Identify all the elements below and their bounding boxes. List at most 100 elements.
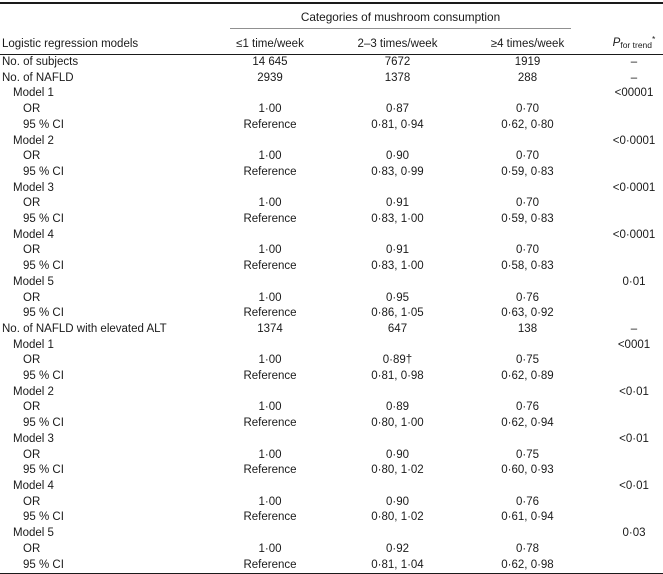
table-row: 95 % CI Reference 0·83, 1·00 0·58, 0·83 — [0, 259, 663, 275]
col-header-2-3-times-week: 2–3 times/week — [335, 29, 460, 55]
value-cell-2-3-times-week: 0·83, 1·00 — [371, 213, 424, 226]
value-cell-2-3-times-week — [335, 86, 460, 102]
value-cell-ge4-times-week: 0·76 — [515, 495, 540, 508]
value-cell-le1-time-week — [205, 338, 335, 354]
value-cell-2-3-times-week: 7672 — [384, 56, 411, 68]
spanner-title: Categories of mushroom consumption — [230, 10, 571, 29]
row-label: OR — [23, 197, 41, 210]
value-cell-ge4-times-week: 0·59, 0·83 — [501, 213, 554, 226]
p-for-trend-cell — [595, 306, 663, 322]
row-label: OR — [23, 401, 41, 414]
value-cell-ge4-times-week: 0·63, 0·92 — [501, 307, 554, 320]
value-cell-2-3-times-week: 0·83, 0·99 — [371, 165, 424, 178]
col-header-ge4-times-week: ≥4 times/week — [460, 29, 595, 55]
value-cell-ge4-times-week — [460, 181, 595, 197]
table-row: 95 % CI Reference 0·83, 0·99 0·59, 0·83 — [0, 165, 663, 181]
p-for-trend-cell — [595, 243, 663, 259]
row-label: 95 % CI — [23, 464, 64, 477]
value-cell-ge4-times-week: 0·70 — [515, 103, 540, 116]
p-subscript: for trend — [620, 40, 652, 50]
value-cell-2-3-times-week — [335, 385, 460, 401]
value-cell-2-3-times-week — [335, 228, 460, 244]
value-cell-2-3-times-week — [335, 479, 460, 495]
table-row: No. of subjects 14 645 7672 1919 – — [0, 55, 663, 71]
value-cell-ge4-times-week: 288 — [517, 71, 538, 84]
value-cell-ge4-times-week: 0·75 — [515, 448, 540, 461]
value-cell-le1-time-week: Reference — [243, 370, 297, 383]
value-cell-ge4-times-week: 0·76 — [515, 291, 540, 304]
value-cell-le1-time-week: Reference — [243, 213, 297, 226]
table-row: OR 1·00 0·91 0·70 — [0, 196, 663, 212]
p-for-trend-cell: <00001 — [614, 87, 654, 100]
p-for-trend-cell — [595, 369, 663, 385]
table-row: 95 % CI Reference 0·83, 1·00 0·59, 0·83 — [0, 212, 663, 228]
table-row: 95 % CI Reference 0·80, 1·02 0·61, 0·94 — [0, 510, 663, 526]
value-cell-2-3-times-week: 0·87 — [385, 103, 410, 116]
value-cell-ge4-times-week: 0·70 — [515, 150, 540, 163]
table-row: OR 1·00 0·91 0·70 — [0, 243, 663, 259]
value-cell-le1-time-week: 1·00 — [258, 495, 282, 508]
table-row: OR 1·00 0·90 0·76 — [0, 495, 663, 511]
value-cell-le1-time-week — [205, 526, 335, 542]
column-header-row: Logistic regression models ≤1 time/week … — [0, 29, 663, 55]
value-cell-2-3-times-week — [335, 134, 460, 150]
p-for-trend-cell — [595, 400, 663, 416]
table-row: OR 1·00 0·92 0·78 — [0, 542, 663, 558]
value-cell-le1-time-week: Reference — [243, 558, 297, 571]
value-cell-2-3-times-week: 0·90 — [385, 150, 410, 163]
value-cell-2-3-times-week: 0·86, 1·05 — [371, 307, 424, 320]
row-label: No. of subjects — [2, 56, 79, 68]
table-row: Model 3 <0·0001 — [0, 181, 663, 197]
p-for-trend-cell: <0·0001 — [612, 181, 656, 194]
value-cell-2-3-times-week: 0·81, 0·94 — [371, 118, 424, 131]
col-header-le1-time-week: ≤1 time/week — [205, 29, 335, 55]
value-cell-2-3-times-week: 0·90 — [385, 448, 410, 461]
row-label: Model 4 — [13, 479, 54, 492]
value-cell-2-3-times-week: 0·92 — [385, 542, 410, 555]
row-label: Model 1 — [13, 87, 54, 100]
row-label: Model 5 — [13, 275, 54, 288]
value-cell-le1-time-week: 14 645 — [252, 56, 288, 68]
row-label: 95 % CI — [23, 417, 64, 430]
value-cell-ge4-times-week — [460, 134, 595, 150]
table-row: 95 % CI Reference 0·86, 1·05 0·63, 0·92 — [0, 306, 663, 322]
value-cell-le1-time-week — [205, 385, 335, 401]
row-label: OR — [23, 244, 41, 257]
row-label: OR — [23, 150, 41, 163]
value-cell-ge4-times-week — [460, 432, 595, 448]
value-cell-le1-time-week — [205, 86, 335, 102]
p-symbol: P — [612, 37, 621, 49]
value-cell-2-3-times-week: 0·81, 1·04 — [371, 558, 424, 571]
value-cell-ge4-times-week — [460, 86, 595, 102]
value-cell-2-3-times-week: 0·89† — [382, 354, 413, 367]
p-for-trend-cell — [595, 291, 663, 307]
table-row: Model 5 0·01 — [0, 275, 663, 291]
table-row: 95 % CI Reference 0·81, 1·04 0·62, 0·98 — [0, 558, 663, 574]
table-row: Model 2 <0·0001 — [0, 134, 663, 150]
value-cell-ge4-times-week: 0·70 — [515, 244, 540, 257]
row-label: Model 2 — [13, 385, 54, 398]
row-label: OR — [23, 291, 41, 304]
value-cell-2-3-times-week — [335, 526, 460, 542]
table-row: Model 1 <00001 — [0, 86, 663, 102]
p-for-trend-cell: <0·01 — [619, 385, 649, 398]
row-label: 95 % CI — [23, 213, 64, 226]
value-cell-le1-time-week: Reference — [243, 165, 297, 178]
row-label: 95 % CI — [23, 165, 64, 178]
value-cell-le1-time-week: Reference — [243, 464, 297, 477]
value-cell-2-3-times-week: 1378 — [384, 71, 411, 84]
p-for-trend-cell: <0·0001 — [612, 134, 656, 147]
p-for-trend-cell — [595, 212, 663, 228]
value-cell-ge4-times-week: 0·75 — [515, 354, 540, 367]
table-row: Model 2 <0·01 — [0, 385, 663, 401]
row-label: 95 % CI — [23, 260, 64, 273]
row-label: Model 4 — [13, 228, 54, 241]
p-for-trend-cell — [595, 102, 663, 118]
value-cell-2-3-times-week: 0·89 — [385, 401, 410, 414]
value-cell-le1-time-week: 1·00 — [258, 291, 282, 304]
value-cell-le1-time-week: Reference — [243, 118, 297, 131]
table-body: No. of subjects 14 645 7672 1919– No. of NAF… — [0, 55, 663, 574]
p-for-trend-cell: 0·01 — [622, 275, 646, 288]
table-row: 95 % CI Reference 0·81, 0·98 0·62, 0·89 — [0, 369, 663, 385]
